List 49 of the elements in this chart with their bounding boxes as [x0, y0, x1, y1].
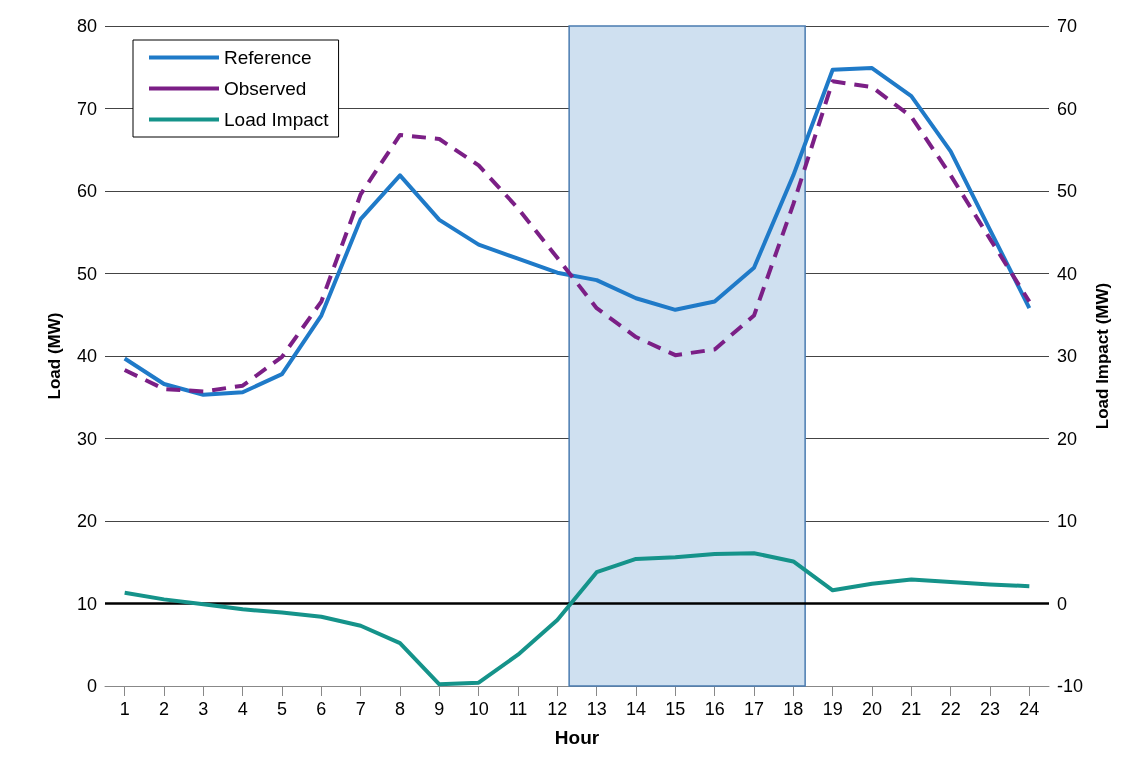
y-tick-label: 20 [76, 511, 97, 531]
x-tick-label: 13 [586, 699, 607, 719]
x-tick-label: 15 [665, 699, 686, 719]
x-tick-label: 5 [276, 699, 288, 719]
y2-tick-label: 40 [1057, 263, 1078, 284]
legend-label: Observed [224, 78, 307, 99]
legend-label: Load Impact [224, 109, 330, 130]
x-tick-label: 11 [508, 699, 528, 719]
x-tick-label: 10 [468, 699, 489, 719]
y2-tick-label: 0 [1057, 593, 1068, 614]
y2-tick-label: 30 [1057, 346, 1078, 366]
x-tick-label: 1 [119, 699, 130, 719]
y2-tick-label: 60 [1057, 98, 1078, 119]
x-tick-label: 18 [783, 699, 804, 719]
x-tick-label: 12 [547, 699, 568, 719]
y-axis-title: Load (MW) [45, 312, 64, 400]
y-tick-label: 10 [76, 593, 97, 614]
x-axis-title: Hour [554, 727, 600, 748]
y-tick-label: 70 [76, 98, 97, 119]
y2-tick-label: 70 [1057, 16, 1078, 36]
y-tick-label: 80 [76, 16, 97, 36]
y-tick-label: 50 [76, 263, 97, 284]
x-tick-label: 3 [198, 699, 209, 719]
x-tick-label: 7 [355, 699, 366, 719]
x-tick-label: 22 [940, 699, 961, 719]
x-tick-label: 16 [704, 699, 725, 719]
y-tick-label: 0 [86, 676, 97, 696]
y2-tick-label: 10 [1057, 511, 1078, 531]
x-tick-label: 4 [237, 699, 248, 719]
x-tick-label: 8 [394, 699, 406, 719]
y2-tick-label: 20 [1057, 428, 1078, 449]
x-tick-label: 23 [979, 699, 1001, 719]
x-tick-label: 17 [743, 699, 765, 719]
x-tick-label: 24 [1019, 699, 1040, 719]
y2-axis-title: Load Impact (MW) [1092, 282, 1112, 430]
y2-tick-label: 50 [1057, 181, 1078, 201]
x-tick-label: 14 [625, 699, 647, 719]
line-series [122, 551, 1032, 687]
legend-label: Reference [224, 47, 312, 68]
x-tick-label: 20 [861, 699, 883, 719]
x-tick-label: 19 [822, 699, 843, 719]
x-tick-label: 2 [158, 699, 170, 719]
x-tick-label: 9 [434, 699, 445, 719]
y2-tick-label: -10 [1057, 676, 1084, 696]
y-tick-label: 40 [76, 346, 97, 366]
y-tick-label: 30 [76, 428, 97, 449]
y-tick-label: 60 [76, 181, 97, 201]
x-tick-label: 21 [901, 699, 922, 719]
x-tick-label: 6 [316, 699, 327, 719]
